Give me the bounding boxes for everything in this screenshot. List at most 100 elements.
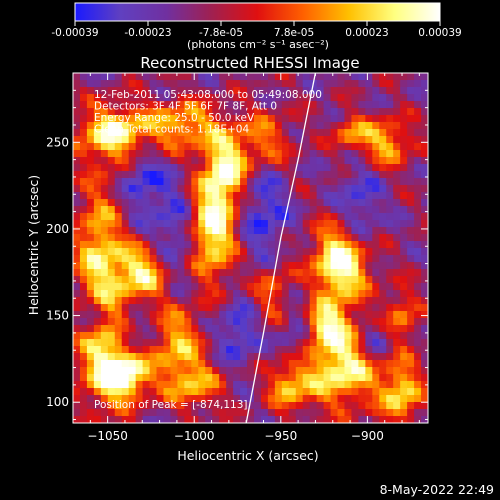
heatmap-cell [163,353,172,361]
heatmap-cell [86,395,95,403]
heatmap-cell [344,241,353,249]
heatmap-cell [288,94,297,102]
heatmap-cell [302,416,311,423]
heatmap-cell [295,367,304,375]
heatmap-cell [107,157,116,165]
heatmap-cell [163,227,172,235]
heatmap-cell [267,87,276,95]
heatmap-cell [79,185,88,193]
heatmap-cell [149,234,158,242]
heatmap-cell [191,164,199,172]
heatmap-cell [330,150,339,158]
heatmap-cell [170,227,179,235]
heatmap-cell [177,101,185,109]
heatmap-cell [156,192,165,200]
heatmap-cell [260,115,269,123]
heatmap-cell [156,360,165,368]
heatmap-cell [344,318,353,326]
heatmap-cell [274,283,283,291]
heatmap-cell [344,353,353,361]
heatmap-cell [414,388,422,396]
heatmap-cell [170,73,179,81]
heatmap-cell [253,290,262,298]
heatmap-cell [205,395,213,403]
heatmap-cell [351,402,359,410]
heatmap-cell [400,234,408,242]
heatmap-cell [309,206,318,214]
heatmap-cell [156,353,165,361]
heatmap-cell [219,339,227,347]
heatmap-cell [302,157,311,165]
heatmap-cell [73,269,81,277]
heatmap-cell [344,115,353,123]
heatmap-cell [93,346,102,354]
heatmap-cell [93,395,102,403]
heatmap-cell [421,402,428,410]
heatmap-cell [323,178,332,186]
heatmap-cell [288,136,297,144]
heatmap-cell [358,143,366,151]
heatmap-cell [93,101,102,109]
heatmap-cell [414,346,422,354]
heatmap-cell [114,360,123,368]
heatmap-cell [191,234,199,242]
heatmap-cell [226,220,234,228]
x-tick-label: −1000 [174,429,215,443]
heatmap-cell [421,395,428,403]
heatmap-cell [219,360,227,368]
heatmap-cell [253,374,262,382]
heatmap-cell [121,381,130,389]
heatmap-cell [226,129,234,137]
heatmap-cell [267,367,276,375]
heatmap-cell [93,409,102,417]
heatmap-cell [267,297,276,305]
heatmap-cell [233,80,241,88]
heatmap-cell [177,129,185,137]
heatmap-cell [421,108,428,116]
heatmap-cell [379,87,387,95]
heatmap-cell [121,171,130,179]
heatmap-cell [365,248,373,256]
heatmap-cell [247,178,255,186]
heatmap-cell [163,290,172,298]
heatmap-cell [170,325,179,333]
heatmap-cell [365,304,373,312]
heatmap-cell [358,318,366,326]
heatmap-cell [142,115,151,123]
heatmap-cell [198,402,206,410]
heatmap-cell [128,115,137,123]
heatmap-cell [247,108,255,116]
heatmap-cell [149,262,158,270]
heatmap-cell [407,94,415,102]
heatmap-cell [128,276,137,284]
chart-title: Reconstructed RHESSI Image [140,54,359,72]
heatmap-cell [267,332,276,340]
heatmap-cell [198,374,206,382]
heatmap-cell [365,73,373,81]
heatmap-cell [295,332,304,340]
heatmap-cell [260,255,269,263]
heatmap-cell [393,248,401,256]
heatmap-cell [128,143,137,151]
heatmap-cell [344,73,353,81]
heatmap-cell [379,150,387,158]
heatmap-cell [121,283,130,291]
heatmap-cell [351,80,359,88]
heatmap-cell [253,269,262,277]
heatmap-cell [191,241,199,249]
heatmap-cell [309,143,318,151]
heatmap-cell [240,290,248,298]
heatmap-cell [100,87,109,95]
heatmap-cell [358,241,366,249]
heatmap-cell [407,80,415,88]
heatmap-cell [400,94,408,102]
heatmap-cell [177,395,185,403]
heatmap-cell [253,388,262,396]
heatmap-cell [407,157,415,165]
heatmap-cell [316,80,325,88]
heatmap-cell [233,367,241,375]
heatmap-cell [253,164,262,172]
heatmap-cell [330,360,339,368]
heatmap-cell [372,346,380,354]
heatmap-cell [407,108,415,116]
